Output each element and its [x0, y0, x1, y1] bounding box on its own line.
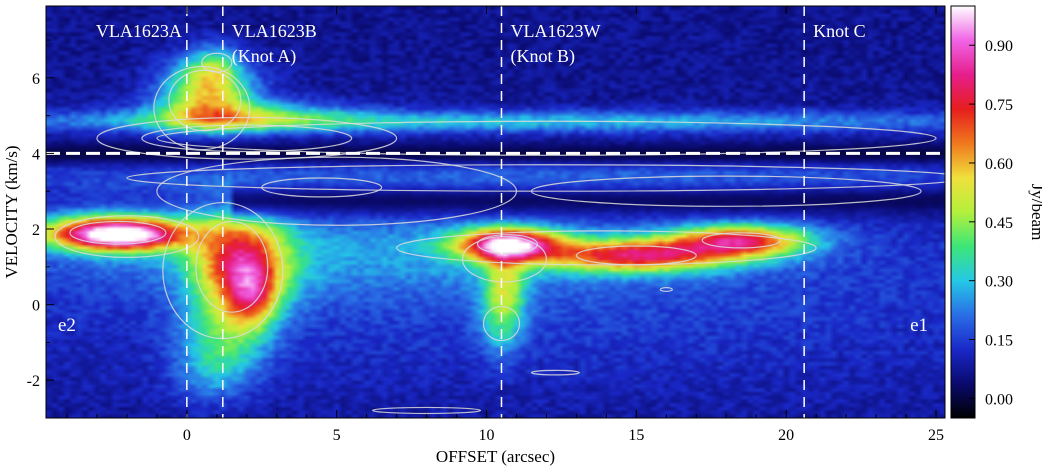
y-tick-label-1: 0	[32, 298, 40, 315]
source-label-1-0: VLA1623B	[232, 21, 317, 41]
source-label-3-0: Knot C	[813, 21, 866, 41]
source-label-1-1: (Knot A)	[232, 46, 297, 67]
colorbar-tick-label-6: 0.90	[985, 38, 1013, 55]
heatmap-area	[46, 6, 945, 418]
contour-14	[476, 234, 539, 255]
x-tick-label-0: 0	[183, 427, 191, 444]
y-axis-label: VELOCITY (km/s)	[2, 146, 21, 279]
x-tick-label-5: 25	[928, 427, 944, 444]
emission-heatmap	[46, 6, 945, 418]
contour-10	[69, 220, 167, 245]
x-tick-label-3: 15	[628, 427, 644, 444]
contour-4	[96, 116, 398, 160]
contour-0	[168, 69, 242, 132]
colorbar-tick-label-4: 0.60	[985, 156, 1013, 173]
contour-11	[54, 215, 200, 258]
x-tick-label-1: 5	[333, 427, 341, 444]
colorbar-tick-label-2: 0.30	[985, 274, 1013, 291]
y-tick-label-2: 2	[32, 222, 40, 239]
contour-21	[530, 369, 581, 376]
contour-lines	[54, 52, 945, 415]
contour-20	[372, 406, 482, 415]
contour-12	[195, 220, 269, 313]
contour-16	[482, 305, 521, 342]
contour-19	[396, 230, 817, 266]
y-axis: -2 0 2 4 6	[27, 39, 54, 419]
colorbar-tick-label-5: 0.75	[985, 97, 1013, 114]
x-axis-label: OFFSET (arcsec)	[436, 447, 555, 466]
y-tick-label-3: 4	[32, 146, 40, 163]
contour-9	[530, 175, 922, 207]
y-tick-label-4: 6	[32, 71, 40, 88]
y-tick-label-0: -2	[27, 373, 40, 390]
contour-2	[201, 52, 233, 73]
source-label-2-0: VLA1623W	[510, 21, 600, 41]
contour-15	[461, 235, 548, 283]
colorbar-gradient	[950, 5, 976, 419]
source-position-lines	[186, 6, 805, 418]
source-label-2-1: (Knot B)	[510, 46, 575, 67]
colorbar-label: Jy/beam	[1028, 184, 1042, 241]
x-tick-label-2: 10	[479, 427, 495, 444]
contour-1	[153, 65, 251, 151]
contour-6	[126, 164, 945, 192]
colorbar-tick-label-3: 0.45	[985, 215, 1013, 232]
x-tick-label-4: 20	[778, 427, 794, 444]
corner-label-e2: e2	[58, 315, 76, 336]
contour-22	[659, 286, 673, 292]
contour-8	[261, 177, 383, 198]
colorbar: 0.00 0.15 0.30 0.45 0.60 0.75 0.90 Jy/beam	[950, 5, 1042, 419]
plot-frame	[45, 5, 946, 419]
contour-18	[701, 232, 781, 249]
contour-5	[156, 120, 937, 156]
colorbar-tick-label-0: 0.00	[985, 391, 1013, 408]
colorbar-tick-label-1: 0.15	[985, 333, 1013, 350]
source-label-0-0: VLA1623A	[96, 21, 182, 41]
x-axis: 0 5 10 15 20 25	[66, 6, 944, 444]
corner-label-e1: e1	[910, 315, 928, 336]
source-labels: VLA1623A VLA1623B (Knot A) VLA1623W (Knot B)…	[96, 21, 866, 67]
colorbar-ticks: 0.00 0.15 0.30 0.45 0.60 0.75 0.90	[969, 38, 1013, 408]
contour-7	[156, 156, 518, 226]
contour-3	[141, 124, 353, 153]
